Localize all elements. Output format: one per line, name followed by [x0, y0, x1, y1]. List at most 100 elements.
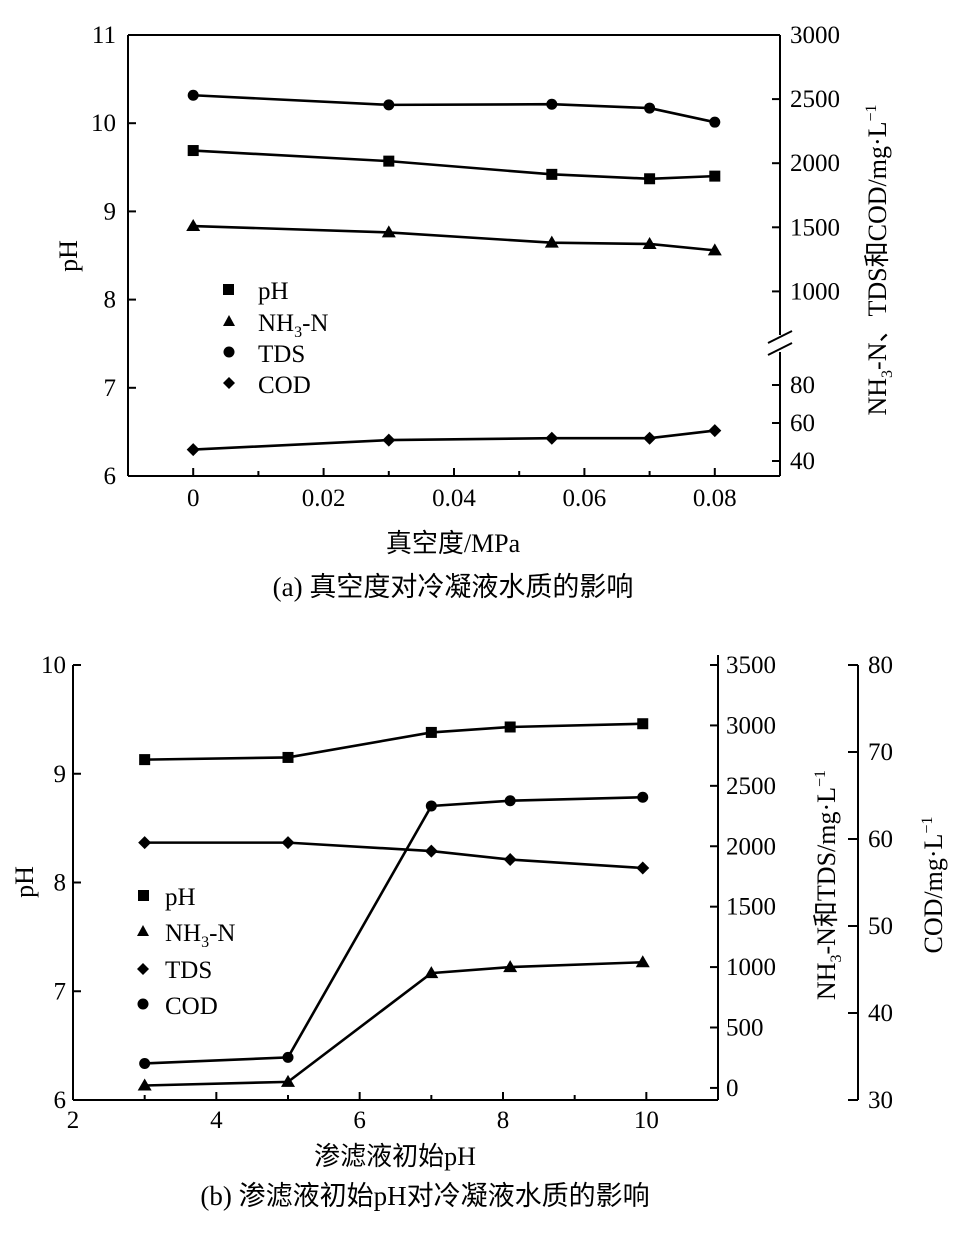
a-data-point-pH: [546, 168, 558, 180]
b-data-point-TDS: [281, 836, 295, 850]
legend-square-marker: [223, 284, 234, 295]
a-data-point-NH3-N: [186, 219, 201, 232]
b-series-line-TDS: [144, 841, 643, 870]
a-right-tick-label: 40: [790, 448, 815, 475]
a-right-tick-label: 1500: [790, 214, 840, 241]
chart-a: 6 7 8 9 10 11 0 0.02 0.04 0.06 0.08 1000 1500 2000 250…: [54, 22, 896, 602]
legend-circle-marker: [223, 346, 235, 358]
a-legend: pH NH3-N TDS COD: [223, 278, 329, 399]
b-right-tick-label: 1000: [726, 954, 776, 981]
a-y-tick-label: 8: [104, 287, 117, 314]
a-right-tick-label: 80: [790, 372, 815, 399]
b-data-point-TDS: [138, 836, 152, 850]
b-data-point-COD: [282, 1051, 294, 1063]
a-y-tick-label: 7: [104, 375, 117, 402]
b-data-point-NH3-N: [424, 966, 439, 979]
b-right-tick-label: 3500: [726, 652, 776, 679]
b-second-right-tick-label: 40: [868, 1000, 893, 1027]
a-series-line-NH3-N: [193, 224, 715, 252]
a-x-tick-label: 0.04: [432, 485, 476, 512]
b-data-point-NH3-N: [137, 1078, 152, 1091]
a-data-point-TDS: [383, 99, 395, 111]
b-data-point-COD: [504, 795, 516, 807]
legend-diamond-marker: [137, 963, 149, 975]
b-right-axis-title: NH3-N和TDS/mg·L−1: [812, 770, 845, 1000]
b-data-point-NH3-N: [635, 955, 650, 968]
a-data-point-pH: [383, 155, 395, 167]
a-data-point-pH: [187, 145, 199, 157]
a-legend-label: pH: [258, 278, 289, 305]
b-x-tick-label: 4: [210, 1107, 223, 1134]
b-y-tick-label: 6: [54, 1087, 67, 1114]
a-series-line-COD: [193, 429, 715, 451]
b-right-tick-label: 3000: [726, 712, 776, 739]
b-second-right-tick-label: 80: [868, 652, 893, 679]
b-x-tick-label: 8: [497, 1107, 510, 1134]
b-legend-label: pH: [165, 884, 196, 911]
a-data-point-NH3-N: [544, 235, 559, 248]
b-data-point-COD: [637, 791, 649, 803]
a-data-point-COD: [545, 431, 559, 445]
b-x-tick-label: 10: [634, 1107, 659, 1134]
b-legend-label: TDS: [165, 957, 212, 984]
a-right-tick-label: 2500: [790, 86, 840, 113]
b-x-tick-label: 2: [67, 1107, 80, 1134]
a-y-tick-label: 10: [91, 110, 116, 137]
a-legend-label: NH3-N: [258, 310, 329, 341]
a-right-tick-label: 2000: [790, 150, 840, 177]
a-axis-break-mark: [767, 342, 793, 356]
a-x-tick-label: 0: [187, 485, 200, 512]
b-data-point-TDS: [424, 844, 438, 858]
a-data-point-COD: [382, 433, 396, 447]
a-y-axis-title: pH: [54, 240, 83, 272]
a-y-tick-label: 6: [104, 463, 117, 490]
a-data-point-NH3-N: [707, 243, 722, 256]
a-data-point-NH3-N: [381, 225, 396, 238]
a-data-point-TDS: [709, 116, 721, 128]
b-y-tick-label: 8: [54, 870, 67, 897]
a-data-point-TDS: [546, 98, 558, 110]
a-x-tick-label: 0.06: [563, 485, 607, 512]
b-data-point-COD: [139, 1057, 151, 1069]
legend-triangle-marker: [137, 925, 149, 936]
a-right-tick-label: 60: [790, 410, 815, 437]
b-y-tick-label: 7: [54, 978, 67, 1005]
a-legend-label: COD: [258, 372, 311, 399]
a-series-line-pH: [193, 149, 715, 181]
b-data-point-NH3-N: [281, 1074, 295, 1087]
b-data-point-pH: [139, 754, 151, 766]
a-axis-break-mark: [767, 330, 793, 344]
b-data-point-TDS: [503, 853, 517, 867]
legend-circle-marker: [137, 998, 149, 1010]
b-right-tick-label: 1500: [726, 894, 776, 921]
b-right-tick-label: 2000: [726, 833, 776, 860]
a-caption: (a) 真空度对冷凝液水质的影响: [273, 572, 634, 602]
a-legend-label: TDS: [258, 341, 305, 368]
a-data-point-TDS: [187, 89, 199, 101]
b-second-right-tick-label: 70: [868, 739, 893, 766]
b-right-tick-label: 2500: [726, 773, 776, 800]
a-data-point-NH3-N: [642, 236, 657, 249]
b-data-point-COD: [425, 800, 437, 812]
b-data-point-pH: [504, 721, 516, 733]
a-data-point-pH: [644, 173, 656, 185]
b-data-point-pH: [425, 726, 437, 738]
b-data-point-NH3-N: [503, 960, 518, 973]
b-second-right-tick-label: 50: [868, 913, 893, 940]
chart-b: 6 7 8 9 10 2 4 6 8 10 0 500 1000 1500 2000 2500 3000 3500…: [10, 652, 948, 1211]
legend-diamond-marker: [223, 377, 235, 389]
b-right-tick-label: 0: [726, 1075, 739, 1102]
legend-square-marker: [138, 890, 149, 901]
b-right-tick-label: 500: [726, 1015, 764, 1042]
b-second-right-axis-title: COD/mg·L−1: [919, 817, 948, 954]
a-data-point-pH: [709, 170, 721, 182]
b-data-point-pH: [637, 718, 649, 730]
b-data-point-TDS: [636, 861, 650, 875]
a-data-point-COD: [643, 431, 657, 445]
a-data-point-COD: [708, 424, 722, 438]
a-x-axis-title: 真空度/MPa: [386, 529, 521, 558]
b-x-tick-label: 6: [353, 1107, 366, 1134]
a-data-point-COD: [186, 443, 200, 457]
b-y-tick-label: 10: [41, 652, 66, 679]
b-legend: pH NH3-N TDS COD: [137, 884, 236, 1020]
